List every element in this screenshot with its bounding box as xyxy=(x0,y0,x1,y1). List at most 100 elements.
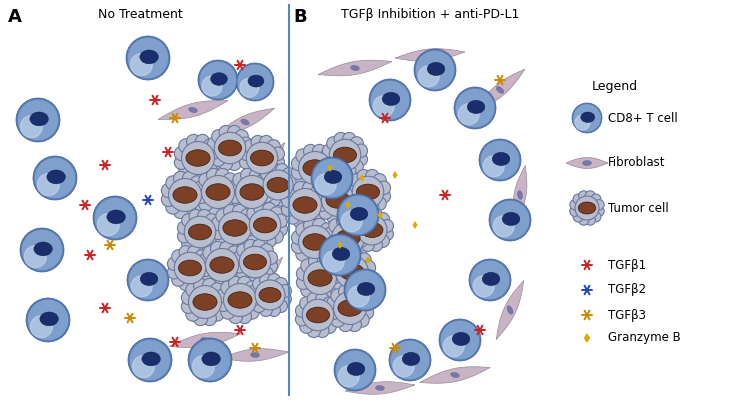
Circle shape xyxy=(174,205,188,219)
Circle shape xyxy=(249,293,261,305)
Circle shape xyxy=(18,100,58,140)
Ellipse shape xyxy=(578,202,596,214)
Circle shape xyxy=(291,239,305,254)
Ellipse shape xyxy=(427,62,445,76)
Ellipse shape xyxy=(267,177,289,192)
Circle shape xyxy=(377,213,389,225)
Circle shape xyxy=(182,214,195,227)
Ellipse shape xyxy=(338,300,362,316)
Circle shape xyxy=(573,212,584,222)
Circle shape xyxy=(16,98,60,142)
Circle shape xyxy=(227,190,241,203)
Ellipse shape xyxy=(340,264,364,280)
Circle shape xyxy=(195,250,208,263)
Circle shape xyxy=(308,288,322,302)
Circle shape xyxy=(263,170,293,200)
Circle shape xyxy=(337,194,379,236)
Circle shape xyxy=(314,197,328,211)
Circle shape xyxy=(274,214,288,228)
Polygon shape xyxy=(241,257,283,307)
Circle shape xyxy=(216,288,230,303)
Circle shape xyxy=(186,168,201,181)
Circle shape xyxy=(35,158,75,198)
Polygon shape xyxy=(513,166,527,224)
Circle shape xyxy=(126,36,170,80)
Circle shape xyxy=(354,153,367,166)
Circle shape xyxy=(197,241,211,254)
Circle shape xyxy=(252,277,266,290)
Circle shape xyxy=(575,115,590,130)
Circle shape xyxy=(252,271,266,285)
Circle shape xyxy=(325,259,339,273)
Circle shape xyxy=(361,209,375,221)
Circle shape xyxy=(342,164,356,177)
Ellipse shape xyxy=(496,87,504,94)
Circle shape xyxy=(166,200,180,214)
Circle shape xyxy=(186,134,201,149)
Circle shape xyxy=(271,156,285,169)
Circle shape xyxy=(347,284,361,298)
Circle shape xyxy=(128,38,169,78)
Circle shape xyxy=(228,190,242,203)
Circle shape xyxy=(260,267,273,280)
Circle shape xyxy=(414,49,456,91)
Circle shape xyxy=(212,130,225,143)
Circle shape xyxy=(270,207,283,220)
Circle shape xyxy=(473,276,494,297)
Circle shape xyxy=(330,266,344,281)
Circle shape xyxy=(219,126,233,139)
Circle shape xyxy=(194,190,208,203)
Circle shape xyxy=(239,147,253,160)
Circle shape xyxy=(325,230,339,245)
Circle shape xyxy=(573,104,601,132)
Ellipse shape xyxy=(467,100,485,113)
Circle shape xyxy=(345,181,359,194)
Ellipse shape xyxy=(357,282,375,296)
Circle shape xyxy=(239,145,252,159)
Circle shape xyxy=(570,200,580,210)
Circle shape xyxy=(323,297,336,310)
Circle shape xyxy=(329,139,361,171)
Circle shape xyxy=(347,197,361,211)
Circle shape xyxy=(208,145,221,159)
Circle shape xyxy=(353,243,367,257)
Circle shape xyxy=(195,273,208,286)
Circle shape xyxy=(312,145,327,158)
Circle shape xyxy=(171,250,185,263)
Circle shape xyxy=(267,140,280,153)
Circle shape xyxy=(221,305,235,319)
Circle shape xyxy=(333,253,347,267)
Ellipse shape xyxy=(178,260,202,276)
Circle shape xyxy=(573,194,584,204)
Circle shape xyxy=(594,206,604,216)
Text: Legend: Legend xyxy=(592,80,638,93)
Circle shape xyxy=(208,156,222,169)
Circle shape xyxy=(221,281,235,295)
Circle shape xyxy=(247,207,260,220)
Polygon shape xyxy=(158,100,227,119)
Circle shape xyxy=(251,167,264,181)
Circle shape xyxy=(358,226,372,241)
Circle shape xyxy=(353,176,383,208)
Circle shape xyxy=(174,171,188,185)
Circle shape xyxy=(177,230,191,243)
Circle shape xyxy=(377,181,391,194)
Circle shape xyxy=(439,319,481,361)
Circle shape xyxy=(30,315,52,338)
Circle shape xyxy=(260,304,272,316)
Circle shape xyxy=(190,340,230,380)
Ellipse shape xyxy=(188,107,197,113)
Circle shape xyxy=(296,247,310,261)
Circle shape xyxy=(302,181,316,196)
Circle shape xyxy=(416,51,454,90)
Circle shape xyxy=(594,200,604,210)
Ellipse shape xyxy=(375,386,384,390)
Circle shape xyxy=(312,252,327,266)
Circle shape xyxy=(93,196,137,240)
Circle shape xyxy=(350,174,363,187)
Text: Tumor cell: Tumor cell xyxy=(608,202,669,215)
Circle shape xyxy=(183,205,197,219)
Circle shape xyxy=(254,202,267,216)
Circle shape xyxy=(131,276,152,297)
Circle shape xyxy=(454,87,496,129)
